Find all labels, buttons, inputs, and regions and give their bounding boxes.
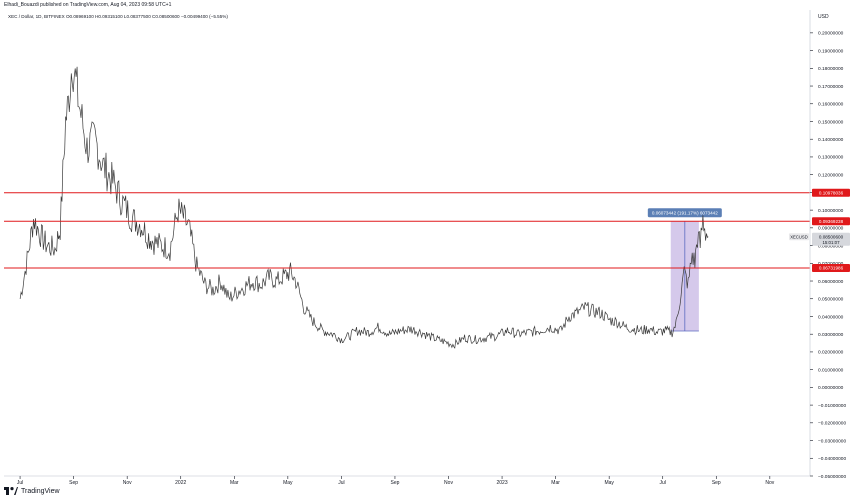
price-tick-label: −0.05000000 [818, 474, 846, 480]
brand-name: TradingView [21, 487, 60, 495]
time-tick-label: May [283, 480, 293, 486]
time-tick-label: Jul [660, 480, 666, 486]
symbol-legend: XEC / Dollar, 1D, BITFINEX O0.08969100 H… [8, 14, 228, 19]
published-note: Elhadi_Bouazdi published on TradingView.… [4, 2, 172, 8]
current-price-label: 0.08500600 [819, 234, 844, 239]
price-tick-label: 0.00000000 [818, 385, 844, 391]
measure-label-text: 0.06073442 (191.17%) 6073442 [652, 210, 718, 215]
price-tick-label: −0.01000000 [818, 403, 846, 409]
axes: 0.20000000 0.19000000 0.18000000 0.17000000… [4, 10, 846, 486]
symbol-tag-box [789, 233, 809, 241]
horizontal-lines [4, 192, 810, 269]
price-tick-label: 0.20000000 [818, 31, 844, 37]
price-tick-label: 0.14000000 [818, 137, 844, 143]
currency-label[interactable]: USD [818, 14, 829, 20]
time-tick-label: Nov [444, 480, 453, 486]
measure-tool: 0.06073442 (191.17%) 6073442 [647, 208, 722, 332]
price-tick-label: 0.16000000 [818, 102, 844, 108]
time-tick-label: Nov [765, 480, 774, 486]
time-tick-label: 2022 [175, 480, 186, 486]
price-tick-label: 0.04000000 [818, 314, 844, 320]
current-price-label-box [812, 232, 850, 246]
price-tick-label: −0.02000000 [818, 421, 846, 427]
level-price-label-box [812, 264, 850, 273]
price-labels: 0.10978036 0.09369238 0.06731986 XECUSD 0.08… [789, 188, 850, 273]
price-tick-label: 0.03000000 [818, 332, 844, 338]
level-price-label-box [812, 217, 850, 226]
price-tick-label: −0.04000000 [818, 456, 846, 462]
level-price-label: 0.10978036 [819, 190, 844, 195]
time-tick-label: Jul [17, 480, 23, 486]
price-tick-label: 0.18000000 [818, 66, 844, 72]
price-line [19, 66, 709, 349]
price-tick-label: 0.19000000 [818, 48, 844, 54]
level-price-label: 0.09369238 [819, 219, 844, 224]
price-tick-label: 0.15000000 [818, 119, 844, 125]
price-tick-label: 0.01000000 [818, 367, 844, 373]
price-tick-label: 0.17000000 [818, 84, 844, 90]
price-tick-label: 0.06000000 [818, 279, 844, 285]
price-tick-label: 0.10000000 [818, 208, 844, 214]
time-tick-label: Mar [551, 480, 560, 486]
time-tick-label: 2023 [496, 480, 507, 486]
time-tick-label: Nov [123, 480, 132, 486]
time-tick-label: Sep [390, 480, 399, 486]
price-tick-label: 0.05000000 [818, 297, 844, 303]
price-tick-label: 0.12000000 [818, 172, 844, 178]
price-tick-label: 0.08000000 [818, 243, 844, 249]
level-price-label: 0.06731986 [819, 266, 844, 271]
bar-countdown-label: 15:01:07 [822, 240, 840, 245]
time-tick-label: May [604, 480, 614, 486]
price-tick-label: 0.09000000 [818, 226, 844, 232]
price-series [19, 66, 709, 349]
time-tick-label: Sep [69, 480, 78, 486]
price-tick-label: 0.02000000 [818, 350, 844, 356]
tradingview-logo-icon [4, 487, 18, 495]
time-tick-label: Sep [712, 480, 721, 486]
symbol-tag: XECUSD [790, 234, 807, 239]
time-tick-label: Mar [230, 480, 239, 486]
level-price-label-box [812, 188, 850, 197]
measure-label-box [647, 208, 722, 218]
price-tick-label: −0.03000000 [818, 438, 846, 444]
price-tick-label: 0.13000000 [818, 155, 844, 161]
tradingview-logo[interactable]: TradingView [4, 487, 60, 495]
time-tick-label: Jul [338, 480, 344, 486]
